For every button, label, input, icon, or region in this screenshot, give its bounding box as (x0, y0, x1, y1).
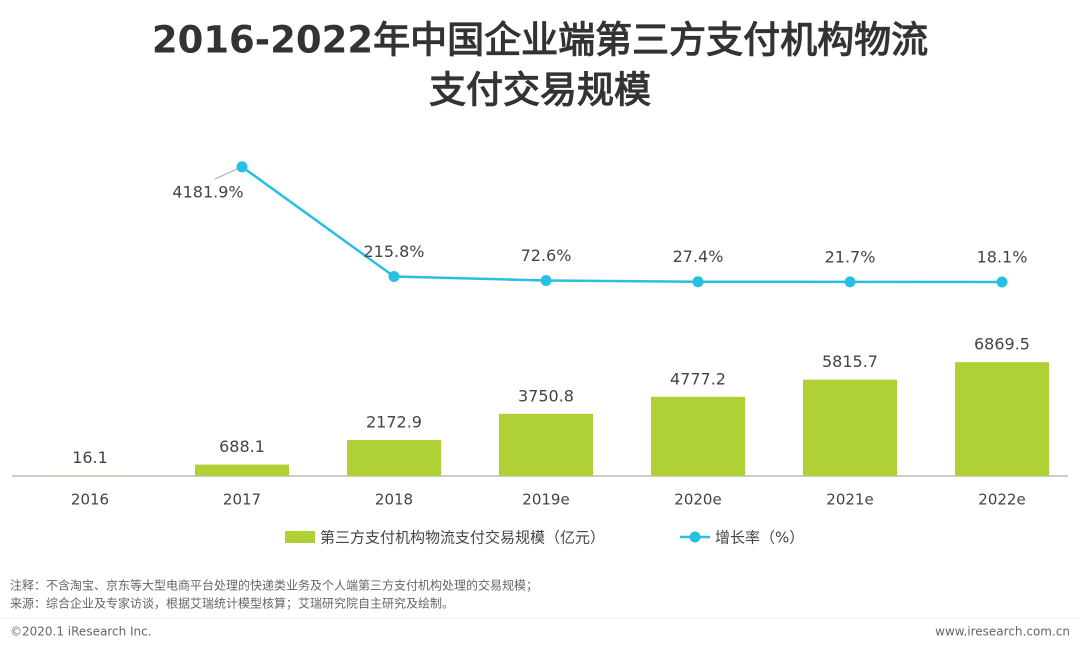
line-point (845, 276, 856, 287)
website: www.iresearch.com.cn (935, 625, 1070, 639)
line-point (389, 271, 400, 282)
data-label: 27.4% (673, 247, 724, 266)
data-label: 4777.2 (670, 369, 726, 388)
line (242, 167, 1002, 282)
data-label: 215.8% (363, 242, 424, 261)
legend-label: 第三方支付机构物流支付交易规模（亿元） (320, 529, 605, 547)
bar (803, 380, 897, 476)
x-tick-label: 2022e (978, 491, 1025, 509)
note: 注释：不含淘宝、京东等大型电商平台处理的快递类业务及个人端第三方支付机构处理的交… (10, 578, 538, 593)
x-tick-label: 2016 (71, 491, 109, 509)
data-label: 5815.7 (822, 352, 878, 371)
data-label: 72.6% (521, 246, 572, 265)
line-point (997, 276, 1008, 287)
note: 来源：综合企业及专家访谈，根据艾瑞统计模型核算；艾瑞研究院自主研究及绘制。 (10, 596, 454, 611)
legend-swatch (690, 532, 701, 543)
leader-line (215, 169, 237, 179)
data-label: 18.1% (977, 247, 1028, 266)
x-tick-label: 2021e (826, 491, 873, 509)
bar (955, 362, 1049, 476)
data-label: 6869.5 (974, 335, 1030, 354)
data-label: 688.1 (219, 437, 265, 456)
data-label: 3750.8 (518, 386, 574, 405)
bar (651, 397, 745, 476)
line-point (693, 276, 704, 287)
copyright: ©2020.1 iResearch Inc. (10, 625, 152, 639)
chart-title: 2016-2022年中国企业端第三方支付机构物流 (152, 19, 928, 62)
x-tick-label: 2020e (674, 491, 721, 509)
x-tick-label: 2019e (522, 491, 569, 509)
line-point (541, 275, 552, 286)
x-tick-label: 2018 (375, 491, 413, 509)
x-tick-label: 2017 (223, 491, 261, 509)
data-label: 21.7% (825, 247, 876, 266)
bar (195, 465, 289, 476)
chart-title: 支付交易规模 (429, 69, 651, 112)
data-label: 4181.9% (172, 182, 243, 201)
data-label: 2172.9 (366, 412, 422, 431)
line-point (237, 161, 248, 172)
legend-label: 增长率（%） (715, 529, 804, 547)
bar (347, 440, 441, 476)
bar (499, 414, 593, 476)
legend-swatch (285, 531, 315, 543)
data-label: 16.1 (72, 448, 108, 467)
